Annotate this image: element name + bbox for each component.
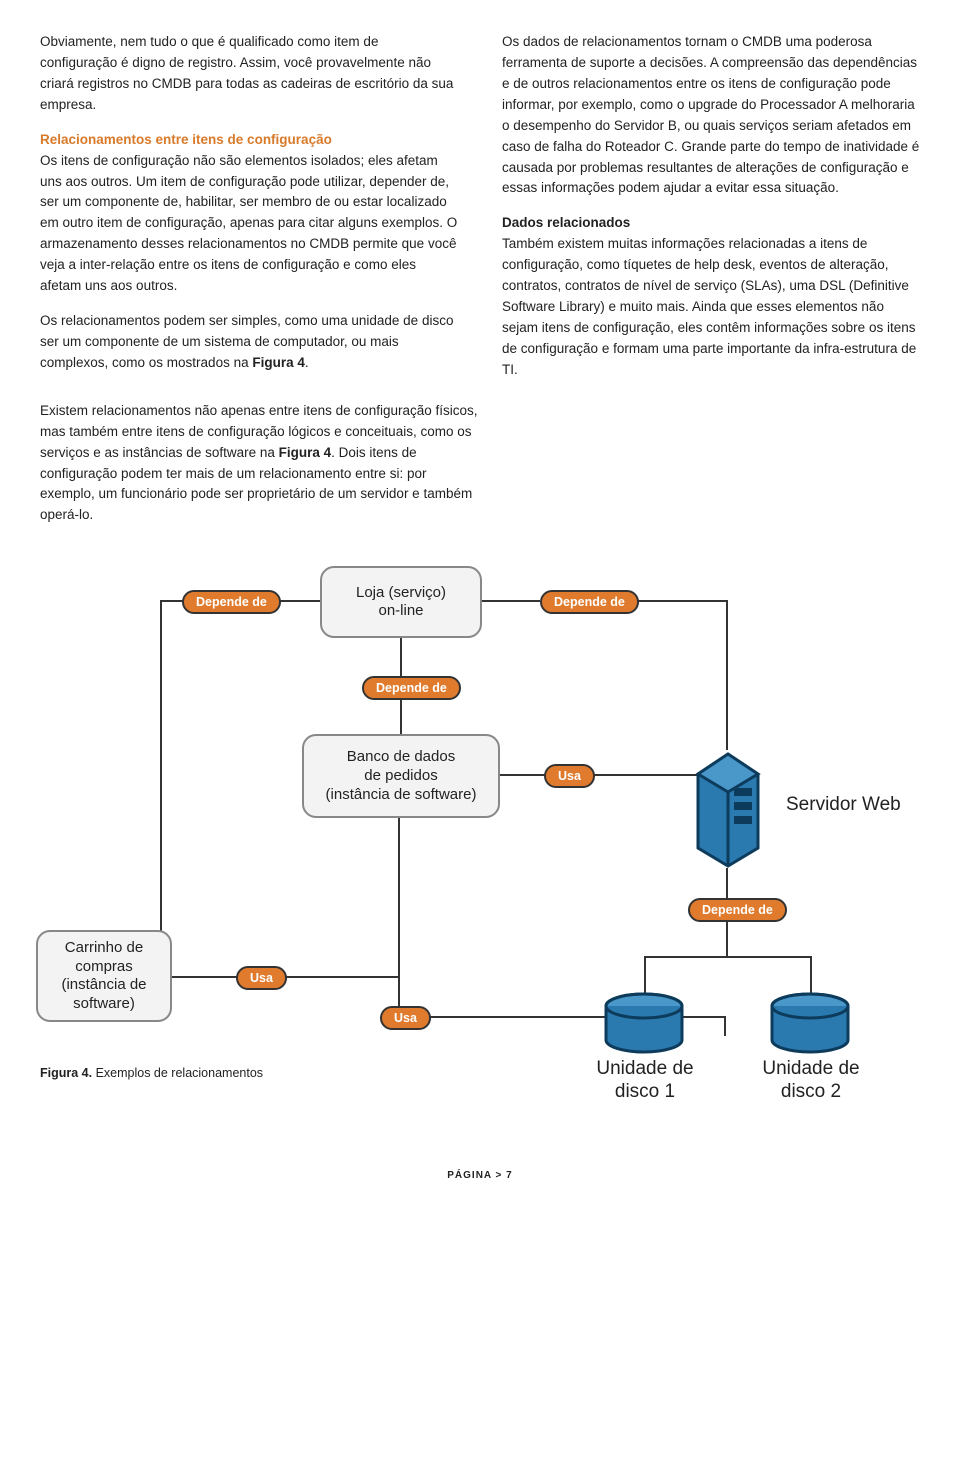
page-footer: PÁGINA > 7 bbox=[40, 1170, 920, 1181]
node-label: compras bbox=[75, 958, 133, 977]
para: Relacionamentos entre itens de configura… bbox=[40, 130, 458, 297]
left-column: Obviamente, nem tudo o que é qualificado… bbox=[40, 32, 458, 395]
label-line: Unidade de bbox=[762, 1058, 859, 1079]
node-label: Loja (serviço) bbox=[356, 584, 446, 603]
subhead: Relacionamentos entre itens de configura… bbox=[40, 130, 458, 151]
para-text: Os itens de configuração não são element… bbox=[40, 153, 457, 294]
node-banco-dados: Banco de dados de pedidos (instância de … bbox=[302, 734, 500, 818]
node-loja-servico: Loja (serviço) on-line bbox=[320, 566, 482, 638]
para: Os relacionamentos podem ser simples, co… bbox=[40, 311, 458, 374]
connector bbox=[160, 600, 162, 936]
connector bbox=[724, 1016, 726, 1036]
connector bbox=[726, 600, 728, 750]
badge-depende-de: Depende de bbox=[362, 676, 461, 700]
right-column: Os dados de relacionamentos tornam o CMD… bbox=[502, 32, 920, 395]
label-line: disco 2 bbox=[781, 1081, 841, 1102]
full-width-para: Existem relacionamentos não apenas entre… bbox=[40, 401, 480, 527]
node-label: (instância de bbox=[61, 976, 146, 995]
figure-ref: Figura 4 bbox=[279, 445, 332, 460]
badge-depende-de: Depende de bbox=[540, 590, 639, 614]
connector bbox=[810, 956, 812, 996]
badge-depende-de: Depende de bbox=[182, 590, 281, 614]
badge-usa: Usa bbox=[236, 966, 287, 990]
disk-icon bbox=[768, 992, 852, 1056]
connector bbox=[644, 956, 646, 996]
node-label: Banco de dados bbox=[347, 748, 455, 767]
caption-bold: Figura 4. bbox=[40, 1066, 92, 1080]
node-label: de pedidos bbox=[364, 767, 437, 786]
para-text: Os relacionamentos podem ser simples, co… bbox=[40, 313, 453, 370]
connector bbox=[160, 600, 184, 602]
figure-caption: Figura 4. Exemplos de relacionamentos bbox=[40, 1066, 263, 1080]
para: Os dados de relacionamentos tornam o CMD… bbox=[502, 32, 920, 199]
node-label: (instância de software) bbox=[326, 786, 477, 805]
para-text: Também existem muitas informações relaci… bbox=[502, 236, 916, 377]
badge-usa: Usa bbox=[544, 764, 595, 788]
subhead: Dados relacionados bbox=[502, 213, 920, 234]
connector bbox=[628, 600, 728, 602]
badge-usa: Usa bbox=[380, 1006, 431, 1030]
label-disk2: Unidade de disco 2 bbox=[761, 1058, 861, 1104]
disk-icon bbox=[602, 992, 686, 1056]
node-label: Carrinho de bbox=[65, 939, 143, 958]
label-line: Unidade de bbox=[596, 1058, 693, 1079]
server-icon bbox=[680, 748, 776, 868]
connector bbox=[644, 956, 812, 958]
para-text: . bbox=[305, 355, 309, 370]
label-line: disco 1 bbox=[615, 1081, 675, 1102]
node-label: on-line bbox=[378, 602, 423, 621]
relationship-diagram: Loja (serviço) on-line Banco de dados de… bbox=[40, 556, 920, 1146]
badge-depende-de: Depende de bbox=[688, 898, 787, 922]
label-disk1: Unidade de disco 1 bbox=[595, 1058, 695, 1104]
caption-text: Exemplos de relacionamentos bbox=[92, 1066, 263, 1080]
node-label: software) bbox=[73, 995, 135, 1014]
connector bbox=[482, 600, 540, 602]
figure-ref: Figura 4 bbox=[252, 355, 305, 370]
para: Obviamente, nem tudo o que é qualificado… bbox=[40, 32, 458, 116]
para: Dados relacionados Também existem muitas… bbox=[502, 213, 920, 380]
node-carrinho: Carrinho de compras (instância de softwa… bbox=[36, 930, 172, 1022]
label-servidor-web: Servidor Web bbox=[786, 794, 901, 817]
connector bbox=[398, 818, 400, 978]
